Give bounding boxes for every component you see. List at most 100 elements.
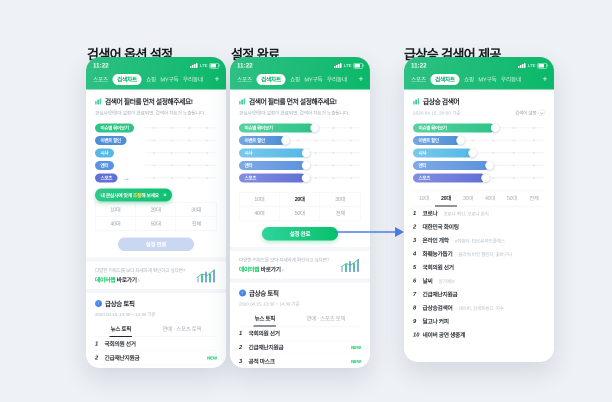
age-option-10s[interactable]: 10대 — [239, 192, 280, 207]
tab-search-chart[interactable]: 검색차트 — [430, 74, 460, 85]
slider-knob[interactable] — [301, 148, 311, 157]
search-rank-item[interactable]: 3 온라인 개학 e학습터, EBS온라인클래스 — [413, 234, 545, 248]
topic-list-item[interactable]: 1 국회의원 선거 — [239, 327, 361, 341]
slider-row[interactable]: 엔터 — [239, 159, 361, 172]
confirm-settings-button[interactable]: 설정 완료 — [262, 227, 338, 241]
age-option-50s[interactable]: 50대 — [280, 206, 321, 220]
topic-list-item[interactable]: 2 긴급재난지원금 NEW — [239, 341, 361, 355]
slider-row[interactable]: 이슈별 묶어보기 — [413, 122, 545, 135]
confirm-settings-button[interactable]: 설정 완료 — [118, 237, 194, 251]
trending-topic-title: ↑ 급상승 토픽 — [95, 293, 217, 308]
slider-row[interactable]: 이슈별 묶어보기 — [239, 122, 361, 135]
search-rank-item[interactable]: 9 달고나 커피 — [413, 318, 449, 325]
age-option-40s[interactable]: 40대 — [240, 206, 280, 220]
tab-shopping[interactable]: 쇼핑 — [463, 77, 474, 83]
age-option-all[interactable]: 전체 — [191, 221, 201, 227]
slider-knob[interactable] — [468, 148, 477, 157]
age-tab-all[interactable]: 전체 — [529, 195, 539, 202]
age-option-20s-selected[interactable]: 20대 — [279, 192, 321, 207]
slider-row[interactable]: 엔터 — [413, 159, 545, 172]
search-rank-item[interactable]: 1 코로나 코로나 백신, 코로나 완치 — [413, 207, 545, 221]
related-terms: 플라워 버킷 챌린지, 꽃바구니 — [456, 250, 545, 257]
search-rank-item[interactable]: 2 대한민국 화이팅 — [413, 223, 459, 231]
datalab-link[interactable]: 데이터랩 바로가기› — [239, 267, 284, 273]
search-rank-item[interactable]: 10 네이버 공연 생중계 — [413, 331, 466, 339]
search-settings-link[interactable]: 검색어 설정 — [515, 109, 545, 116]
topic-list-item[interactable]: 3 공적 마스크 NEW — [95, 365, 217, 368]
topic-list-item[interactable]: 2 긴급재난지원금 NEW — [95, 351, 217, 365]
search-rank-item[interactable]: 6 날씨 일기예보 — [413, 274, 545, 288]
slider-knob[interactable] — [481, 173, 490, 182]
tab-news-topic[interactable]: 뉴스 토픽 — [253, 311, 277, 327]
close-icon[interactable]: ✕ — [162, 192, 167, 198]
slider-fill: 스포츠 — [413, 173, 486, 183]
tab-enter-sports-topic[interactable]: 연예 · 스포츠 토픽 — [306, 316, 346, 322]
tab-neighborhood[interactable]: 우리동네 — [326, 77, 347, 83]
tab-my-subscribe[interactable]: MY구독 — [160, 77, 179, 83]
topic-list-item[interactable]: 3 공적 마스크 NEW — [239, 355, 361, 369]
slider-row[interactable]: 이슈별 묶어보기 — [95, 122, 217, 135]
age-tabs: 10대 20대 30대 40대 50대 전체 — [413, 190, 545, 207]
tab-search-chart[interactable]: 검색차트 — [256, 74, 286, 85]
search-rank-item[interactable]: 8 급상승검색어 네이버, 검색트렌드, 지수 — [413, 301, 545, 315]
tab-shopping[interactable]: 쇼핑 — [289, 77, 300, 83]
tab-sports[interactable]: 스포츠 — [237, 77, 252, 83]
slider-row[interactable]: 시사 — [95, 147, 217, 160]
slider-knob[interactable] — [490, 123, 500, 132]
tab-enter-sports-topic[interactable]: 연예 · 스포츠 토픽 — [162, 326, 202, 333]
slider-knob[interactable] — [301, 161, 311, 170]
add-tab-button[interactable]: + — [214, 75, 220, 84]
age-option-30s[interactable]: 30대 — [176, 203, 217, 217]
slider-knob[interactable] — [310, 123, 319, 132]
tab-shopping[interactable]: 쇼핑 — [145, 77, 156, 83]
slider-row[interactable]: 시사 — [239, 147, 361, 160]
search-rank-item[interactable]: 7 긴급재난지원금 — [413, 291, 458, 298]
signal-icon — [334, 63, 342, 68]
slider-row[interactable]: 엔터 — [95, 159, 217, 172]
search-rank-item[interactable]: 4 화훼농가돕기 플라워 버킷 챌린지, 꽃바구니 — [413, 247, 545, 261]
age-tab-40s[interactable]: 40대 — [484, 195, 496, 202]
slider-knob[interactable] — [456, 136, 465, 145]
slider-knob[interactable] — [281, 136, 290, 145]
age-option-all[interactable]: 전체 — [335, 210, 345, 217]
age-tab-50s[interactable]: 50대 — [506, 195, 518, 202]
slider-row[interactable]: 이벤트 할인 — [239, 134, 361, 147]
age-option-30s[interactable]: 30대 — [320, 193, 361, 207]
related-terms: 네이버, 검색트렌드, 지수 — [456, 304, 545, 311]
tab-neighborhood[interactable]: 우리동네 — [500, 77, 521, 83]
tab-my-subscribe[interactable]: MY구독 — [304, 77, 323, 83]
datalab-card[interactable]: 다양한 키워드를 보다 자세하게 확인하고 싶다면? 데이터랩 바로가기› — [95, 262, 217, 290]
tab-sports[interactable]: 스포츠 — [411, 77, 426, 83]
slider-ticks — [463, 139, 544, 141]
slider-row[interactable]: 이벤트 할인 — [413, 134, 545, 147]
slider-row[interactable]: 스포츠 — [239, 172, 361, 185]
age-option-20s[interactable]: 20대 — [135, 203, 177, 217]
topic-list-item[interactable]: 1 국회의원 선거 — [95, 337, 217, 351]
trending-search-title: 급상승 검색어 — [413, 96, 545, 106]
age-option-40s[interactable]: 40대 — [96, 217, 136, 231]
filter-sliders: 이슈별 묶어보기 이벤트 할인 시사 엔터 스포츠 — [413, 122, 545, 185]
datalab-link[interactable]: 데이터랩 바로가기› — [95, 277, 140, 284]
slider-knob[interactable] — [485, 161, 494, 170]
slider-row[interactable]: 시사 — [413, 147, 545, 160]
datalab-card[interactable]: 다양한 키워드를 보다 자세하게 확인하고 싶다면? 데이터랩 바로가기› — [239, 251, 361, 279]
tab-sports[interactable]: 스포츠 — [93, 77, 108, 83]
tab-my-subscribe[interactable]: MY구독 — [478, 77, 497, 83]
slider-knob[interactable] — [301, 173, 311, 182]
search-rank-item[interactable]: 5 국회의원 선거 — [413, 264, 454, 271]
tab-search-chart[interactable]: 검색차트 — [112, 74, 142, 85]
age-tab-30s[interactable]: 30대 — [462, 195, 474, 202]
slider-row[interactable]: 스포츠 — [413, 172, 545, 185]
add-tab-button[interactable]: + — [542, 75, 548, 84]
age-tab-20s-active[interactable]: 20대 — [435, 191, 457, 207]
add-tab-button[interactable]: + — [358, 75, 364, 84]
slider-row[interactable]: 이벤트 할인 — [95, 134, 217, 147]
filter-subtitle: 관심사/연령대 설정이 완료되면, 검색어 차트가 노출됩니다. — [239, 110, 350, 117]
tab-neighborhood[interactable]: 우리동네 — [182, 77, 203, 83]
slider-row[interactable]: 스포츠 → — [95, 172, 217, 185]
age-tab-10s[interactable]: 10대 — [418, 195, 430, 202]
age-option-10s[interactable]: 10대 — [95, 203, 136, 217]
age-option-50s[interactable]: 50대 — [136, 217, 177, 231]
tab-news-topic[interactable]: 뉴스 토픽 — [109, 322, 133, 337]
slider-fill: 스포츠 — [239, 173, 307, 183]
